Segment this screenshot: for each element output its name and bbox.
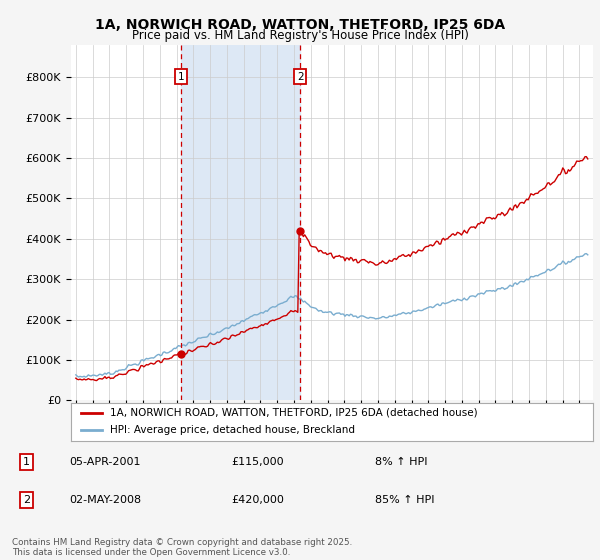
Text: HPI: Average price, detached house, Breckland: HPI: Average price, detached house, Brec…	[110, 426, 355, 436]
Text: 1: 1	[178, 72, 184, 82]
Text: Contains HM Land Registry data © Crown copyright and database right 2025.
This d: Contains HM Land Registry data © Crown c…	[12, 538, 352, 557]
Text: Price paid vs. HM Land Registry's House Price Index (HPI): Price paid vs. HM Land Registry's House …	[131, 29, 469, 42]
Text: 1: 1	[23, 456, 30, 466]
Text: 1A, NORWICH ROAD, WATTON, THETFORD, IP25 6DA (detached house): 1A, NORWICH ROAD, WATTON, THETFORD, IP25…	[110, 408, 478, 418]
Text: £420,000: £420,000	[231, 495, 284, 505]
Text: 8% ↑ HPI: 8% ↑ HPI	[375, 456, 427, 466]
Text: 2: 2	[297, 72, 304, 82]
Text: 85% ↑ HPI: 85% ↑ HPI	[375, 495, 434, 505]
Text: 2: 2	[23, 495, 30, 505]
Bar	[181, 45, 300, 400]
Text: 02-MAY-2008: 02-MAY-2008	[70, 495, 142, 505]
Text: 1A, NORWICH ROAD, WATTON, THETFORD, IP25 6DA: 1A, NORWICH ROAD, WATTON, THETFORD, IP25…	[95, 18, 505, 32]
Text: 05-APR-2001: 05-APR-2001	[70, 456, 141, 466]
Text: £115,000: £115,000	[231, 456, 284, 466]
